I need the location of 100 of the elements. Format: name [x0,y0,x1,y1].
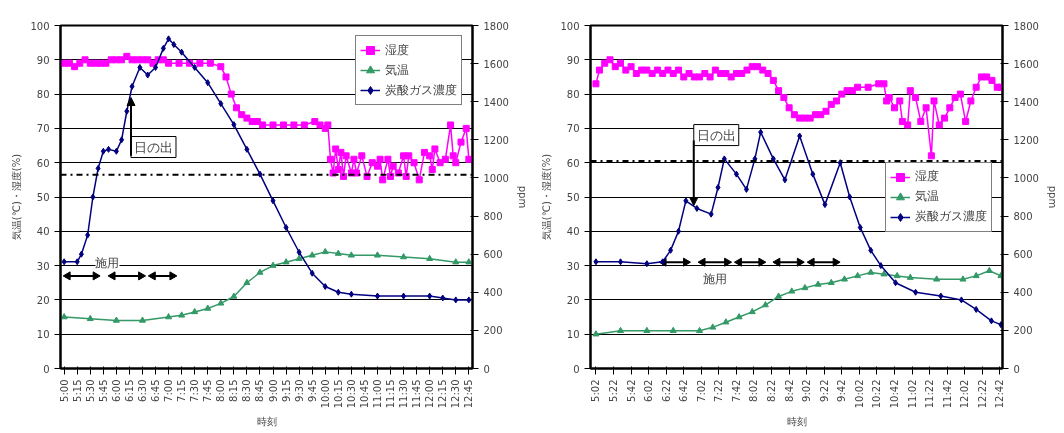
annotation: 施用 [95,255,120,270]
x-tick-label: 9:30 [293,379,305,402]
x-tick-label: 10:45 [358,379,370,409]
y2-tick-label: 1600 [483,58,509,70]
y-tick-label: 30 [566,260,580,272]
y-tick-label: 40 [566,226,580,238]
y2-tick-label: 1000 [1013,172,1039,184]
y-tick-label: 0 [573,363,580,375]
annotation: 日の出 [133,139,173,155]
y2-tick-label: 1400 [1013,96,1039,108]
x-tick-label: 6:42 [678,379,690,402]
x-tick-label: 5:15 [71,379,83,402]
x-tick-label: 11:30 [398,379,410,409]
legend-label: 気温 [915,188,939,205]
y-tick-label: 90 [36,54,50,66]
x-tick-label: 8:00 [215,379,227,402]
x-tick-label: 6:22 [660,379,672,402]
y2-tick-label: 600 [1013,249,1033,261]
y2-axis-title: ppm [516,185,528,209]
y2-tick-label: 800 [483,211,503,223]
x-tick-label: 11:42 [941,379,953,409]
x-tick-label: 8:42 [783,379,795,402]
y-tick-label: 10 [36,329,50,341]
y-tick-label: 100 [30,20,50,32]
x-tick-label: 11:22 [924,379,936,409]
y-tick-label: 60 [36,157,50,169]
legend-label: 炭酸ガス濃度 [385,81,457,99]
y-axis-title: 気温(℃)・湿度(%) [11,153,23,241]
x-tick-label: 9:42 [836,379,848,402]
x-tick-label: 5:45 [97,379,109,402]
x-tick-label: 6:00 [110,379,122,402]
x-tick-label: 6:30 [136,379,148,402]
x-tick-label: 8:30 [241,379,253,402]
annotation: 日の出 [696,127,736,143]
x-tick-label: 11:00 [371,379,383,409]
x-tick-label: 7:22 [713,379,725,402]
y2-axis-title: ppm [1046,185,1058,209]
y-axis-title: 気温(℃)・湿度(%) [541,153,553,241]
y2-tick-label: 400 [483,287,503,299]
legend-label: 湿度 [915,168,939,185]
x-axis-title: 時刻 [786,416,807,428]
x-tick-label: 12:30 [450,379,462,409]
x-tick-label: 8:15 [228,379,240,402]
x-tick-label: 10:22 [871,379,883,409]
x-tick-label: 7:45 [202,379,214,402]
x-tick-label: 10:42 [888,379,900,409]
x-axis-title: 時刻 [256,416,277,428]
x-tick-label: 8:22 [766,379,778,402]
x-tick-label: 11:02 [906,379,918,409]
y2-tick-label: 1800 [483,20,509,32]
x-tick-label: 5:02 [590,379,602,402]
y2-tick-label: 200 [483,325,503,337]
y-tick-label: 70 [566,123,580,135]
y-tick-label: 30 [36,260,50,272]
y2-tick-label: 1200 [483,134,509,146]
x-tick-label: 9:02 [801,379,813,402]
x-tick-label: 12:42 [994,379,1006,409]
x-tick-label: 9:15 [280,379,292,402]
x-tick-label: 9:45 [306,379,318,402]
x-tick-label: 11:15 [385,379,397,409]
x-tick-label: 5:42 [625,379,637,402]
x-tick-label: 7:30 [189,379,201,402]
y-tick-label: 70 [36,123,50,135]
y-tick-label: 20 [566,294,580,306]
y-tick-label: 20 [36,294,50,306]
x-tick-label: 12:22 [976,379,988,409]
x-tick-label: 5:30 [84,379,96,402]
y-tick-label: 60 [566,157,580,169]
x-tick-label: 5:22 [608,379,620,402]
y-tick-label: 40 [36,226,50,238]
x-tick-label: 5:00 [58,379,70,402]
x-tick-label: 11:45 [411,379,423,409]
y-tick-label: 50 [36,192,50,203]
x-tick-label: 7:02 [695,379,707,402]
x-tick-label: 7:00 [163,379,175,402]
x-tick-label: 9:22 [818,379,830,402]
y-tick-label: 0 [43,363,50,375]
y-tick-label: 10 [566,329,580,341]
x-tick-label: 10:02 [853,379,865,409]
x-tick-label: 12:02 [959,379,971,409]
x-tick-label: 6:15 [123,379,135,402]
y2-tick-label: 1600 [1013,58,1039,70]
x-tick-label: 9:00 [267,379,279,402]
y2-tick-label: 1000 [483,172,509,184]
x-tick-label: 10:30 [345,379,357,409]
x-tick-label: 8:45 [254,379,266,402]
x-tick-label: 7:15 [176,379,188,402]
y2-tick-label: 400 [1013,287,1033,299]
x-tick-label: 12:15 [437,379,449,409]
y-tick-label: 80 [566,89,580,101]
x-tick-label: 12:00 [424,379,436,409]
x-tick-label: 10:00 [319,379,331,409]
y2-tick-label: 800 [1013,211,1033,223]
x-tick-label: 12:45 [463,379,475,409]
x-tick-label: 6:02 [643,379,655,402]
y2-tick-label: 0 [1013,363,1020,375]
y2-tick-label: 1200 [1013,134,1039,146]
x-tick-label: 7:42 [730,379,742,402]
legend-label: 気温 [385,61,409,79]
x-tick-label: 10:15 [332,379,344,409]
